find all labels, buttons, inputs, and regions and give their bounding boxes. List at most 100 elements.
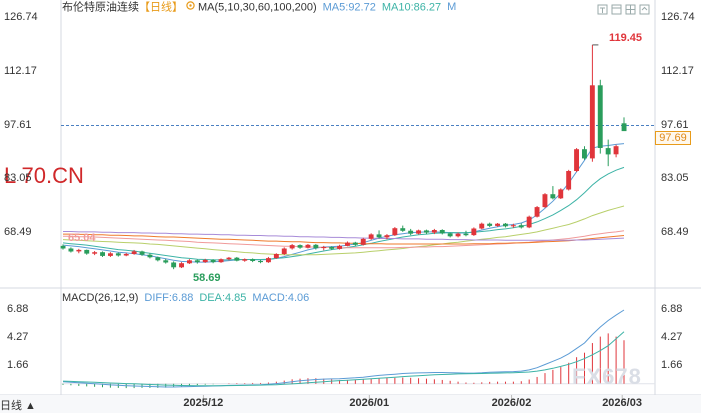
- candle-body: [416, 230, 421, 234]
- y-tick-left: 83.05: [4, 172, 32, 185]
- candle-body: [455, 233, 461, 237]
- candle-body: [337, 245, 342, 249]
- candle-body: [250, 259, 256, 261]
- candle-body: [550, 194, 556, 199]
- x-tick-label: 2026/02: [491, 397, 532, 409]
- candle-body: [431, 230, 437, 233]
- candle-body: [147, 254, 153, 258]
- candle-body: [605, 148, 611, 155]
- y-tick-left: 126.74: [4, 11, 38, 23]
- macd-y-tick-right: 1.66: [661, 359, 683, 371]
- candle-body: [597, 85, 603, 148]
- candle-body: [226, 257, 232, 260]
- candle-body: [471, 228, 477, 236]
- period-label[interactable]: 【日线】: [139, 1, 183, 14]
- candle-body: [139, 251, 145, 255]
- candle-body: [305, 244, 311, 248]
- min-price-label: 58.69: [193, 272, 221, 284]
- candle-body: [384, 235, 390, 238]
- candle-body: [376, 234, 382, 238]
- candle-body: [281, 248, 287, 254]
- candle-body: [123, 254, 129, 256]
- candle-body: [297, 245, 303, 248]
- candle-body: [234, 257, 240, 261]
- candle-body: [495, 223, 500, 226]
- candle-body: [321, 247, 327, 249]
- ma-value-label: 65.04: [68, 232, 96, 244]
- window-icon[interactable]: [611, 2, 622, 15]
- candle-body: [613, 146, 619, 155]
- candle-body: [424, 230, 429, 233]
- ma10-value: MA10:86.27: [381, 1, 442, 14]
- period-switch-button[interactable]: 日线 ▲: [0, 400, 36, 412]
- ma-line-ma30: [62, 205, 625, 256]
- candle-body: [194, 260, 200, 263]
- candle-body: [115, 253, 121, 256]
- dea-line: [62, 331, 625, 387]
- macd-value: MACD:4.06: [252, 292, 310, 304]
- candle-body: [534, 207, 540, 217]
- max-price-label: 119.45: [609, 32, 643, 44]
- candle-body: [439, 230, 445, 234]
- candle-body: [202, 259, 208, 263]
- candle-body: [574, 149, 579, 171]
- chart-toolbar: [597, 2, 650, 15]
- macd-header: MACD(26,12,9) DIFF:6.88 DEA:4.85 MACD:4.06: [62, 291, 309, 305]
- candle-body: [108, 253, 113, 256]
- candle-body: [487, 223, 493, 226]
- candle-body: [258, 261, 263, 263]
- candle-body: [400, 228, 406, 231]
- x-tick-label: 2026/03: [602, 397, 642, 409]
- candle-body: [155, 257, 161, 261]
- layout-icon[interactable]: [625, 2, 636, 15]
- candle-body: [510, 225, 516, 227]
- candle-body: [352, 242, 358, 245]
- candle-body: [131, 251, 137, 254]
- candle-body: [558, 189, 564, 199]
- candle-body: [218, 259, 224, 263]
- candle-body: [582, 149, 587, 159]
- time-axis-band: [0, 395, 701, 413]
- ma-more-button[interactable]: M: [447, 1, 457, 14]
- candle-body: [621, 123, 627, 132]
- dif-line: [62, 309, 625, 388]
- symbol-name: 布伦特原油连续: [62, 1, 139, 14]
- y-tick-left: 97.61: [4, 118, 32, 131]
- dif-value: DIFF:6.88: [144, 292, 194, 304]
- candle-body: [210, 259, 216, 263]
- ma5-value: MA5:92.72: [322, 1, 376, 14]
- candle-body: [266, 258, 271, 263]
- macd-y-tick-left: 1.66: [7, 359, 29, 371]
- candle-body: [589, 85, 595, 159]
- main-chart-header: 布伦特原油连续【日线】 MA(5,10,30,60,100,200) MA5:92.…: [62, 0, 456, 15]
- ma-line-ma100: [63, 233, 625, 245]
- gear-icon[interactable]: [185, 0, 196, 15]
- y-tick-left: 112.17: [4, 64, 37, 77]
- macd-params-label[interactable]: MACD(26,12,9): [62, 292, 139, 304]
- y-tick-right: 97.61: [661, 118, 689, 131]
- candle-body: [84, 249, 90, 254]
- watermark: FX678: [572, 364, 642, 389]
- candle-body: [163, 260, 169, 263]
- candle-body: [273, 254, 279, 259]
- ma-params-label[interactable]: MA(5,10,30,60,100,200): [198, 1, 317, 14]
- candle-body: [179, 263, 184, 268]
- candle-body: [171, 262, 177, 268]
- candle-body: [345, 242, 350, 246]
- candle-body: [360, 238, 366, 245]
- candle-body: [566, 171, 572, 190]
- candle-body: [368, 234, 374, 239]
- candle-body: [479, 223, 485, 229]
- macd-y-tick-right: 4.27: [661, 331, 683, 343]
- expand-icon[interactable]: [639, 2, 650, 15]
- candle-body: [329, 247, 335, 249]
- pin-icon[interactable]: [597, 2, 608, 15]
- candle-body: [100, 252, 105, 256]
- candle-body: [392, 228, 398, 236]
- y-tick-right: 68.49: [661, 226, 689, 238]
- y-tick-right: 126.74: [661, 11, 695, 23]
- ma-line-ma5: [62, 143, 625, 263]
- candle-body: [447, 233, 453, 237]
- candle-body: [526, 216, 532, 228]
